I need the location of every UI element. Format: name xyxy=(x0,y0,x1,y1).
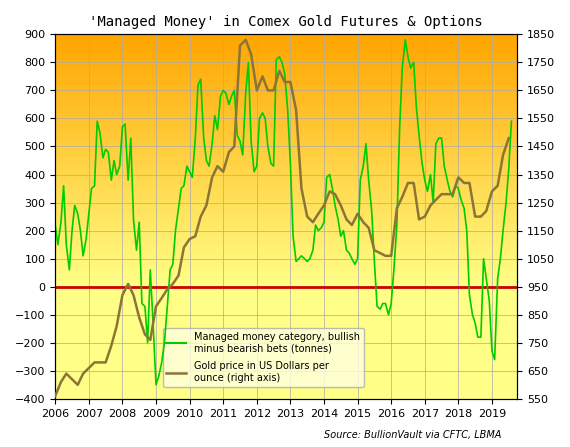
Text: Source: BullionVault via CFTC, LBMA: Source: BullionVault via CFTC, LBMA xyxy=(324,430,502,440)
Title: 'Managed Money' in Comex Gold Futures & Options: 'Managed Money' in Comex Gold Futures & … xyxy=(89,15,483,29)
Legend: Managed money category, bullish
minus bearish bets (tonnes), Gold price in US Do: Managed money category, bullish minus be… xyxy=(162,328,364,387)
Bar xyxy=(55,287,517,399)
